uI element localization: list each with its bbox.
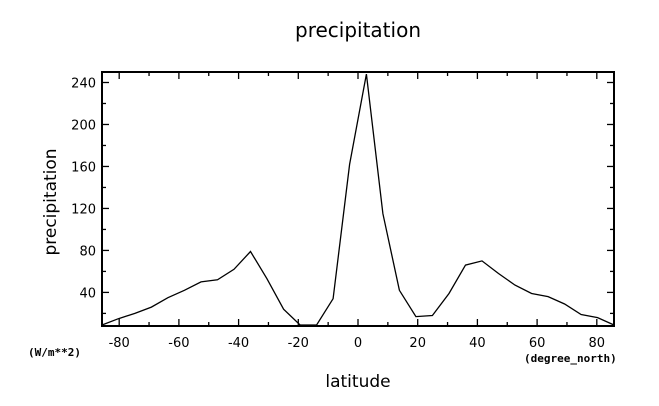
x-axis-unit: (degree_north) [524, 352, 617, 365]
x-tick-label: -40 [228, 336, 249, 351]
x-tick-label: -60 [168, 336, 189, 351]
y-tick-label: 200 [71, 118, 96, 133]
x-tick-label: 0 [354, 336, 362, 351]
precipitation-series-line [101, 73, 615, 326]
chart-title: precipitation [295, 18, 421, 42]
x-tick-label: 20 [409, 336, 426, 351]
x-tick-label: -20 [288, 336, 309, 351]
x-tick-label: 80 [589, 336, 606, 351]
x-tick-label: -80 [109, 336, 130, 351]
y-tick-label: 80 [79, 244, 96, 259]
x-axis-title: latitude [325, 372, 390, 392]
y-tick-label: 160 [71, 160, 96, 175]
x-axis-ticks: -80 -60 -40 -20 0 20 40 60 80 [109, 72, 606, 351]
x-tick-label: 60 [529, 336, 546, 351]
x-tick-label: 40 [469, 336, 486, 351]
y-tick-label: 40 [79, 286, 96, 301]
y-tick-label: 240 [71, 76, 96, 91]
y-axis-unit: (W/m**2) [28, 346, 81, 359]
plot-frame [101, 71, 615, 327]
y-axis-ticks: 40 80 120 160 200 240 [71, 76, 614, 315]
y-tick-label: 120 [71, 202, 96, 217]
y-axis-title: precipitation [41, 148, 61, 255]
